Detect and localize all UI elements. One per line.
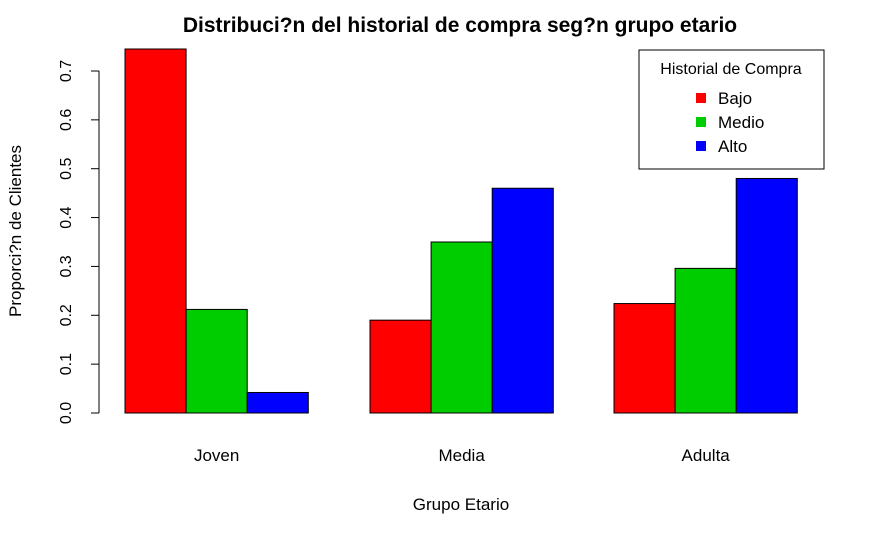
- legend-swatch-alto: [696, 141, 706, 151]
- y-axis: 0.0 0.1 0.2 0.3 0.4 0.5 0.6 0.7: [58, 60, 100, 424]
- legend-label-bajo: Bajo: [718, 89, 752, 108]
- y-tick-label: 0.3: [58, 255, 75, 277]
- legend-label-alto: Alto: [718, 137, 747, 156]
- bars: [124, 48, 798, 414]
- x-category-label: Joven: [194, 446, 239, 465]
- y-tick-label: 0.4: [58, 206, 75, 228]
- y-tick-label: 0.5: [58, 157, 75, 179]
- legend-swatch-bajo: [696, 93, 706, 103]
- bar-medio-media: [430, 241, 493, 414]
- bar-bajo-joven: [124, 48, 187, 414]
- y-tick-label: 0.2: [58, 304, 75, 326]
- x-axis-label: Grupo Etario: [413, 495, 509, 514]
- y-tick-label: 0.0: [58, 402, 75, 424]
- x-category-label: Media: [438, 446, 485, 465]
- legend-title: Historial de Compra: [660, 61, 801, 78]
- legend-label-medio: Medio: [718, 113, 764, 132]
- category-labels: Joven Media Adulta: [194, 446, 730, 465]
- x-category-label: Adulta: [682, 446, 731, 465]
- y-tick-label: 0.1: [58, 353, 75, 375]
- bar-alto-media: [491, 187, 554, 414]
- y-tick-label: 0.7: [58, 60, 75, 82]
- bar-alto-joven: [246, 391, 309, 414]
- bar-bajo-adulta: [613, 303, 676, 414]
- legend-swatch-medio: [696, 117, 706, 127]
- bar-medio-joven: [185, 308, 248, 414]
- legend: Historial de Compra Bajo Medio Alto: [638, 49, 825, 170]
- y-tick-label: 0.6: [58, 109, 75, 131]
- bar-medio-adulta: [674, 267, 737, 414]
- legend-items: Bajo Medio Alto: [696, 89, 764, 156]
- bar-alto-adulta: [735, 177, 798, 414]
- legend-box: [638, 49, 825, 170]
- y-axis-label: Proporci?n de Clientes: [6, 145, 25, 317]
- bar-bajo-media: [369, 319, 432, 414]
- chart-title: Distribuci?n del historial de compra seg…: [183, 14, 737, 37]
